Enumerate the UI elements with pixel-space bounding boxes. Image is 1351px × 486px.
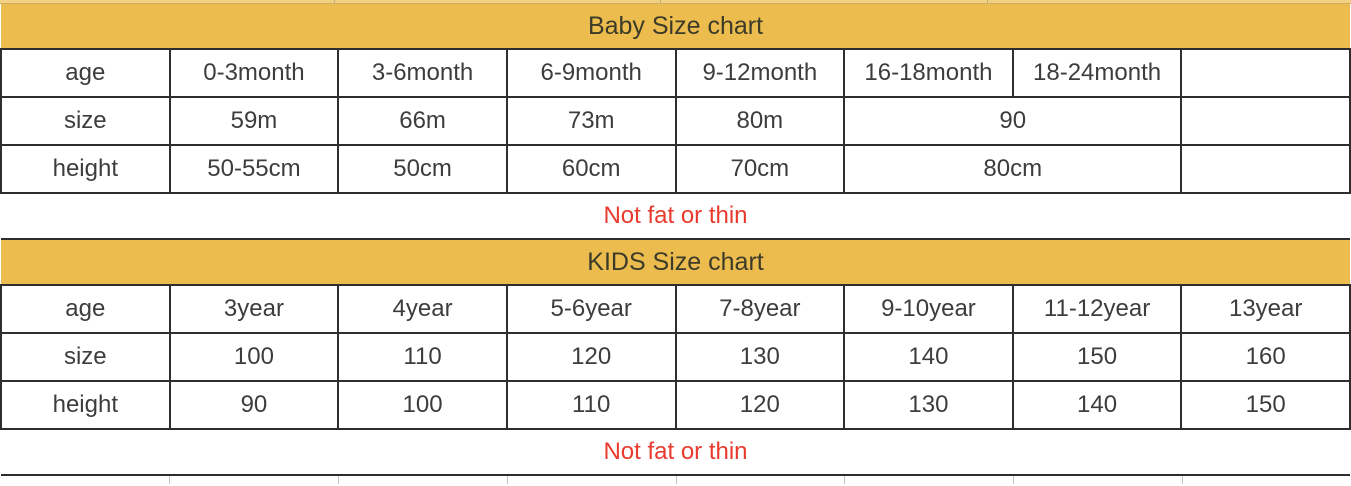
row-label-cell: age (0, 48, 171, 98)
baby-size-row: size 59m 66m 73m 80m 90 (0, 96, 1351, 146)
value-cell: 120 (674, 380, 846, 430)
row-label-cell: size (0, 96, 171, 146)
faint-column-divider (506, 476, 508, 484)
baby-chart-title: Baby Size chart (1, 4, 1350, 50)
value-cell: 160 (1180, 332, 1351, 382)
value-cell: 59m (168, 96, 340, 146)
value-cell: 140 (843, 332, 1014, 382)
value-cell: 80m (674, 96, 846, 146)
faint-column-divider (987, 0, 988, 3)
faint-column-divider (168, 476, 170, 484)
value-cell: 90 (843, 96, 1183, 146)
value-cell: 18-24month (1011, 48, 1183, 98)
baby-age-row: age 0-3month 3-6month 6-9month 9-12month 16-1… (0, 48, 1351, 98)
faint-column-divider (1182, 476, 1184, 484)
kids-note-row: Not fat or thin (1, 428, 1350, 476)
baby-note-text: Not fat or thin (1, 192, 1350, 240)
faint-column-divider (337, 476, 339, 484)
value-cell: 3-6month (337, 48, 508, 98)
row-label-cell: age (0, 284, 171, 334)
value-cell: 6-9month (505, 48, 677, 98)
value-cell: 110 (505, 380, 677, 430)
cropped-row-bottom (0, 476, 1351, 484)
row-label-cell: height (0, 380, 171, 430)
value-cell: 50cm (337, 144, 508, 194)
value-cell: 70cm (674, 144, 846, 194)
value-cell: 150 (1011, 332, 1183, 382)
empty-cell (1180, 144, 1351, 194)
value-cell: 60cm (505, 144, 677, 194)
baby-title-row: Baby Size chart (1, 4, 1350, 50)
value-cell: 11-12year (1011, 284, 1183, 334)
value-cell: 80cm (843, 144, 1183, 194)
faint-column-divider (1013, 476, 1015, 484)
value-cell: 140 (1011, 380, 1183, 430)
kids-chart-title: KIDS Size chart (1, 239, 1350, 286)
baby-height-row: height 50-55cm 50cm 60cm 70cm 80cm (0, 144, 1351, 194)
value-cell: 5-6year (505, 284, 677, 334)
value-cell: 90 (168, 380, 340, 430)
value-cell: 3year (168, 284, 340, 334)
value-cell: 9-12month (674, 48, 846, 98)
kids-title-row: KIDS Size chart (1, 239, 1350, 286)
faint-column-divider (660, 0, 661, 3)
value-cell: 73m (505, 96, 677, 146)
value-cell: 150 (1180, 380, 1351, 430)
cropped-row-top (0, 0, 1351, 4)
row-label-cell: size (0, 332, 171, 382)
value-cell: 16-18month (843, 48, 1014, 98)
faint-column-divider (844, 476, 846, 484)
value-cell: 100 (337, 380, 508, 430)
value-cell: 120 (505, 332, 677, 382)
kids-age-row: age 3year 4year 5-6year 7-8year 9-10year 11-12… (0, 284, 1351, 334)
size-chart-table: Baby Size chart age 0-3month 3-6month 6-9mo… (0, 4, 1351, 476)
empty-cell (1180, 96, 1351, 146)
value-cell: 130 (674, 332, 846, 382)
value-cell: 7-8year (674, 284, 846, 334)
value-cell: 130 (843, 380, 1014, 430)
value-cell: 100 (168, 332, 340, 382)
value-cell: 13year (1180, 284, 1351, 334)
value-cell: 50-55cm (168, 144, 340, 194)
kids-size-row: size 100 110 120 130 140 150 160 (0, 332, 1351, 382)
value-cell: 66m (337, 96, 508, 146)
value-cell: 4year (337, 284, 508, 334)
faint-column-divider (675, 476, 677, 484)
value-cell: 0-3month (168, 48, 340, 98)
kids-note-text: Not fat or thin (1, 428, 1350, 476)
row-label-cell: height (0, 144, 171, 194)
value-cell: 110 (337, 332, 508, 382)
kids-height-row: height 90 100 110 120 130 140 150 (0, 380, 1351, 430)
faint-column-divider (334, 0, 335, 3)
baby-note-row: Not fat or thin (1, 192, 1350, 240)
empty-cell (1180, 48, 1351, 98)
value-cell: 9-10year (843, 284, 1014, 334)
